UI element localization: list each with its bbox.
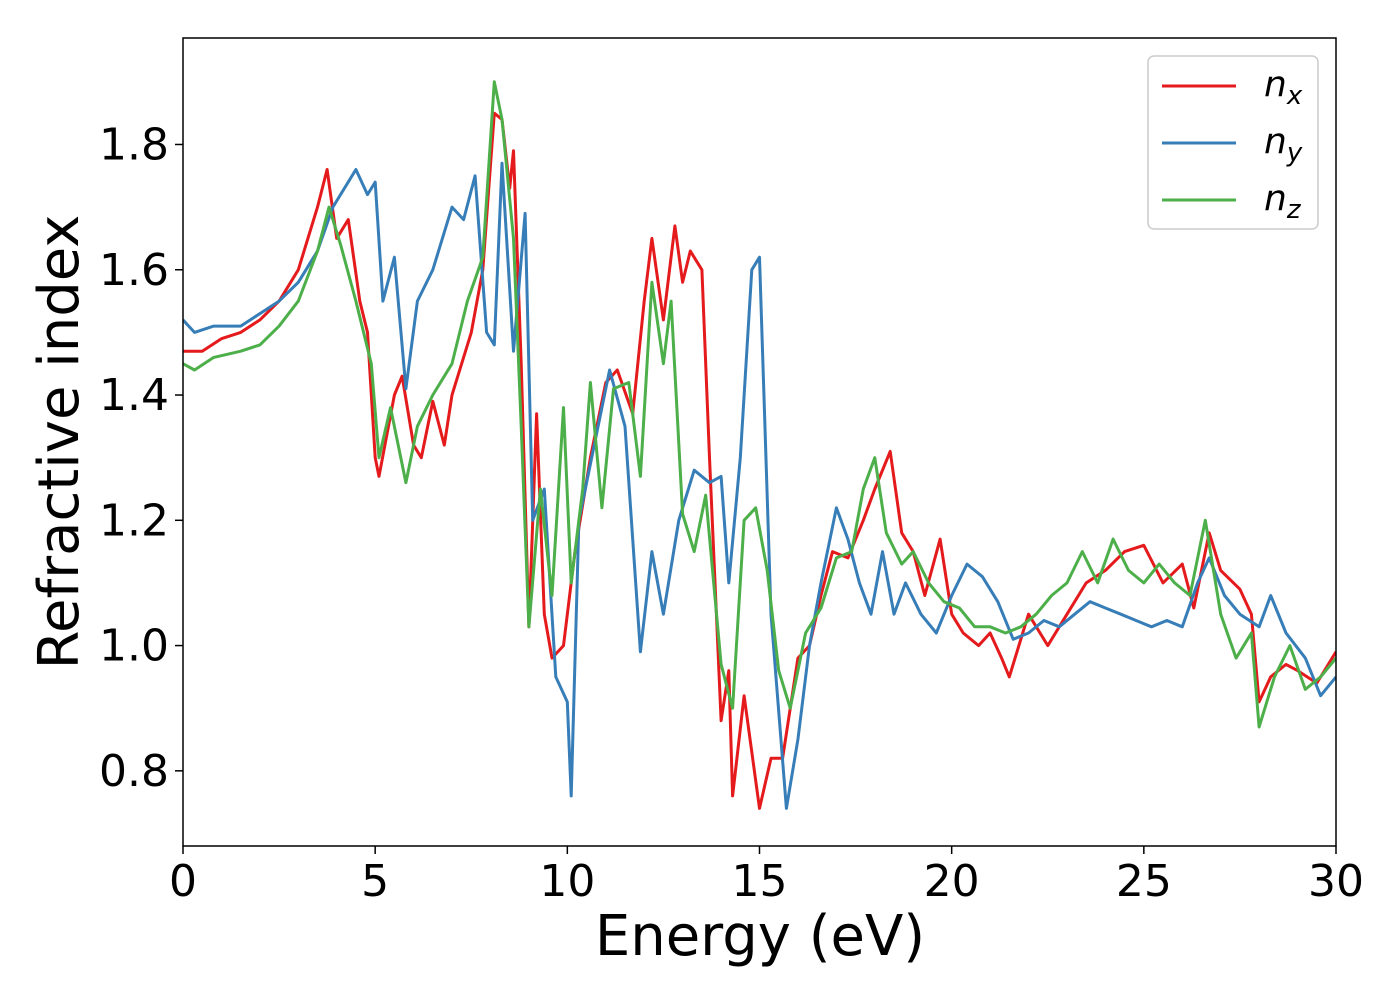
series-line-ny: [183, 161, 1336, 810]
y-tick-label: 1.0: [99, 621, 169, 672]
series-layer: [183, 80, 1336, 810]
x-tick-label: 30: [1308, 856, 1364, 907]
x-tick-label: 0: [169, 856, 197, 907]
x-tick-label: 5: [361, 856, 389, 907]
x-tick-label: 10: [539, 856, 595, 907]
x-tick-label: 25: [1116, 856, 1172, 907]
x-tick-label: 20: [924, 856, 980, 907]
y-tick-label: 1.6: [99, 245, 169, 296]
y-tick-label: 1.8: [99, 119, 169, 170]
y-axis-label: Refractive index: [27, 215, 92, 670]
y-tick-label: 1.2: [99, 495, 169, 546]
legend-label-nx: nx: [1264, 64, 1303, 111]
y-tick-label: 0.8: [99, 746, 169, 797]
series-line-nz: [183, 80, 1336, 729]
x-axis-label: Energy (eV): [595, 904, 925, 969]
x-tick-label: 15: [732, 856, 788, 907]
y-tick-label: 1.4: [99, 370, 169, 421]
ticks-layer: 0 5 10 15 20 25 30 0.8 1.0 1.2 1.4 1.6 1.8: [99, 119, 1364, 907]
